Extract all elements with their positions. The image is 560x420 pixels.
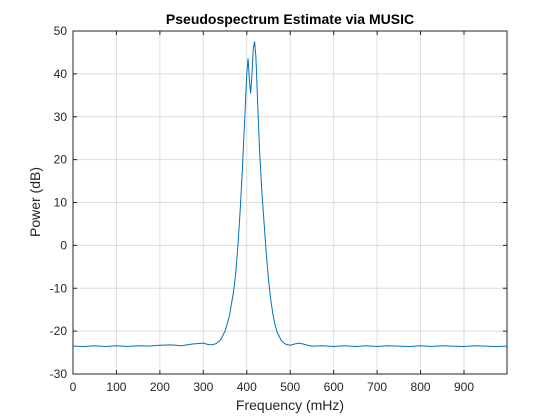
x-tick-label: 300	[193, 380, 213, 394]
x-axis-label: Frequency (mHz)	[236, 397, 344, 413]
x-tick-label: 100	[106, 380, 126, 394]
x-tick-label: 400	[237, 380, 257, 394]
series-layer	[72, 41, 508, 348]
y-tick-label: -10	[50, 281, 68, 295]
x-tick-label: 900	[454, 380, 474, 394]
x-tick-label: 0	[70, 380, 77, 394]
x-tick-label: 700	[367, 380, 387, 394]
x-tick-label: 600	[324, 380, 344, 394]
ticks: 0 100 200 300 400 500 600 700 800 900 -30 -20 -10 0 10…	[50, 24, 507, 394]
y-tick-label: 20	[54, 153, 68, 167]
y-tick-label: 30	[54, 110, 68, 124]
x-tick-label: 800	[411, 380, 431, 394]
y-tick-label: 0	[60, 238, 67, 252]
y-tick-label: 40	[54, 67, 68, 81]
y-tick-label: -30	[50, 367, 68, 381]
y-tick-label: 10	[54, 196, 68, 210]
y-tick-label: -20	[50, 324, 68, 338]
chart-title: Pseudospectrum Estimate via MUSIC	[166, 11, 414, 27]
series-line	[72, 41, 508, 348]
y-tick-label: 50	[54, 24, 68, 38]
x-tick-label: 200	[150, 380, 170, 394]
x-tick-label: 500	[280, 380, 300, 394]
y-axis-label: Power (dB)	[27, 167, 43, 237]
